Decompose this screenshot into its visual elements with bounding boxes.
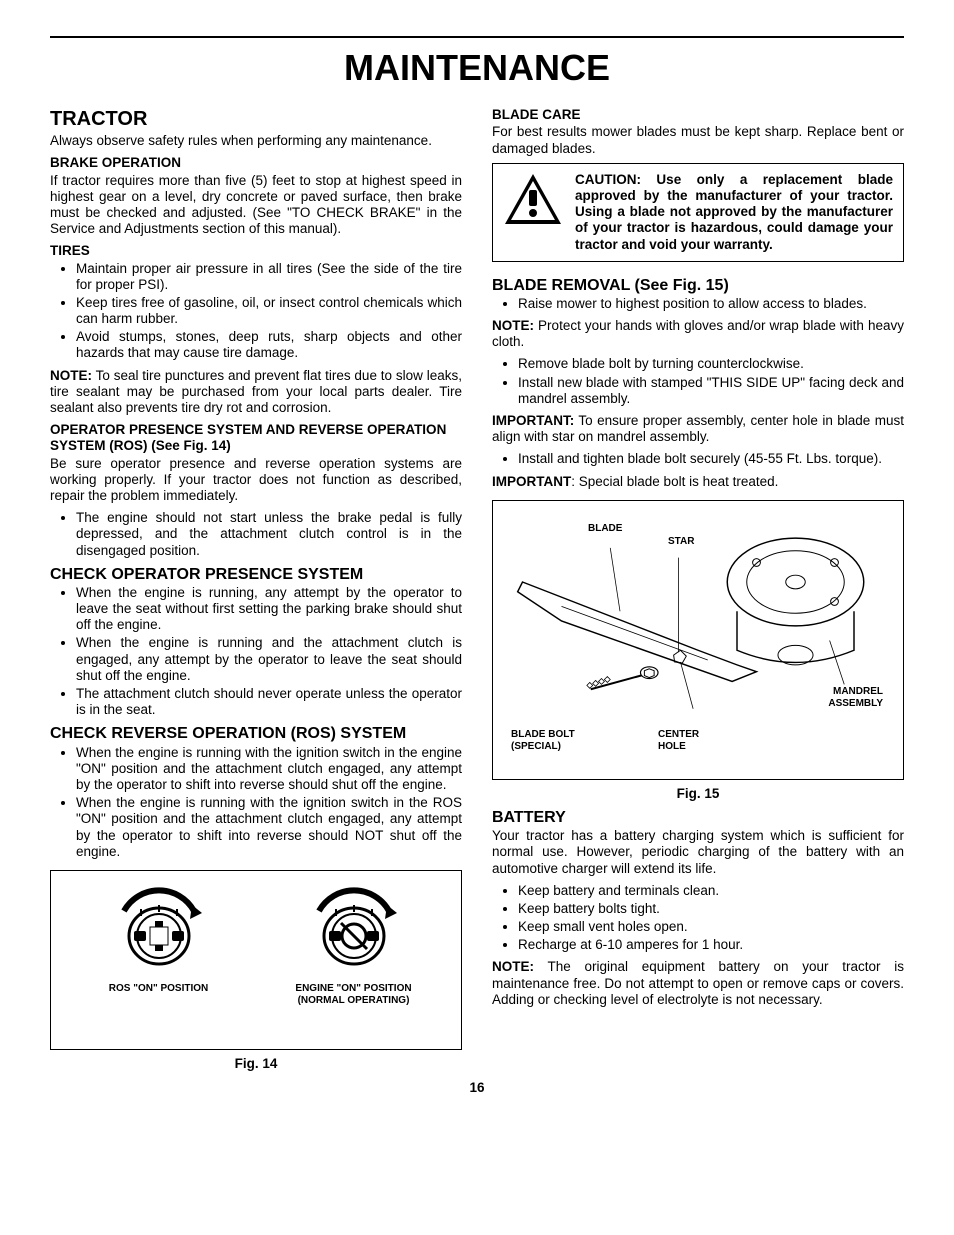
battery-heading: BATTERY: [492, 808, 904, 827]
brake-heading: BRAKE OPERATION: [50, 155, 462, 171]
blade-removal-list-2: Remove blade bolt by turning countercloc…: [492, 356, 904, 407]
list-item: Keep battery bolts tight.: [518, 901, 904, 917]
list-item: Raise mower to highest position to allow…: [518, 296, 904, 312]
tractor-heading: TRACTOR: [50, 107, 462, 131]
top-rule: [50, 36, 904, 38]
battery-list: Keep battery and terminals clean. Keep b…: [492, 883, 904, 954]
check-ros-list: When the engine is running with the igni…: [50, 745, 462, 860]
list-item: The engine should not start unless the b…: [76, 510, 462, 559]
list-item: Install and tighten blade bolt securely …: [518, 451, 904, 467]
check-ros-heading: CHECK REVERSE OPERATION (ROS) SYS­TEM: [50, 724, 462, 743]
note-body: Protect your hands with gloves and/or wr…: [492, 318, 904, 349]
fig14-right-unit: ENGINE "ON" POSITION (NORMAL OPERATING): [266, 881, 442, 1007]
fig14-right-label-1: ENGINE "ON" POSITION: [266, 983, 442, 995]
blade-removal-imp1: IMPORTANT: To ensure proper assembly, ce…: [492, 413, 904, 445]
ops-ros-list: The engine should not start unless the b…: [50, 510, 462, 559]
fig14-left-label: ROS "ON" POSITION: [71, 983, 247, 995]
tires-list: Maintain proper air pressure in all tire…: [50, 261, 462, 362]
blade-care-heading: BLADE CARE: [492, 107, 904, 123]
right-column: BLADE CARE For best results mower blades…: [492, 107, 904, 1072]
tires-note: NOTE: To seal tire punctures and prevent…: [50, 368, 462, 417]
list-item: When the engine is running with the igni…: [76, 745, 462, 794]
fig14-caption: Fig. 14: [50, 1056, 462, 1072]
blade-removal-list-3: Install and tighten blade bolt securely …: [492, 451, 904, 467]
blade-care-body: For best results mower blades must be ke…: [492, 124, 904, 156]
list-item: Keep tires free of gasoline, oil, or ins…: [76, 295, 462, 327]
caution-text: CAUTION: Use only a replacement blade ap…: [575, 172, 893, 253]
fig15-caption: Fig. 15: [492, 786, 904, 802]
list-item: The attachment clutch should never opera…: [76, 686, 462, 718]
list-item: Avoid stumps, stones, deep ruts, sharp o…: [76, 329, 462, 361]
list-item: Keep battery and terminals clean.: [518, 883, 904, 899]
note-body: To seal tire punctures and prevent flat …: [50, 368, 462, 415]
fig15-label-center2: HOLE: [658, 741, 686, 753]
check-op-heading: CHECK OPERATOR PRESENCE SYSTEM: [50, 565, 462, 584]
blade-removal-heading: BLADE REMOVAL (See Fig. 15): [492, 276, 904, 295]
caution-lead: CAUTION:: [575, 172, 641, 187]
list-item: Recharge at 6-10 amperes for 1 hour.: [518, 937, 904, 953]
note-lead: NOTE:: [50, 368, 92, 383]
fig14-right-label-2: (NORMAL OPERATING): [266, 995, 442, 1007]
note-lead: NOTE:: [492, 318, 534, 333]
page-title: MAINTENANCE: [50, 46, 904, 89]
list-item: Install new blade with stamped "THIS SID…: [518, 375, 904, 407]
battery-note: NOTE: The original equipment battery on …: [492, 959, 904, 1008]
blade-removal-imp2: IMPORTANT: Special blade bolt is heat tr…: [492, 474, 904, 490]
fig14-left-unit: ROS "ON" POSITION: [71, 881, 247, 995]
important-lead: IMPORTANT: [492, 474, 571, 489]
blade-removal-note1: NOTE: Protect your hands with gloves and…: [492, 318, 904, 350]
ops-ros-heading: OPERATOR PRESENCE SYSTEM AND REVERSE OP­…: [50, 422, 462, 454]
left-column: TRACTOR Always observe safety rules when…: [50, 107, 462, 1072]
note-lead: NOTE:: [492, 959, 534, 974]
list-item: When the engine is running with the igni…: [76, 795, 462, 860]
check-op-list: When the engine is running, any attempt …: [50, 585, 462, 719]
figure-15-box: BLADE STAR MANDREL ASSEMBLY BLADE BOLT (…: [492, 500, 904, 780]
ops-ros-body: Be sure operator presence and reverse op…: [50, 456, 462, 505]
list-item: Keep small vent holes open.: [518, 919, 904, 935]
list-item: Remove blade bolt by turning countercloc…: [518, 356, 904, 372]
important-body: : Special blade bolt is heat treated.: [571, 474, 778, 489]
warning-triangle-icon: [503, 172, 563, 230]
blade-assembly-icon: [503, 511, 893, 731]
list-item: When the engine is running, any attempt …: [76, 585, 462, 634]
list-item: When the engine is running and the attac…: [76, 635, 462, 684]
tractor-intro: Always observe safety rules when perform…: [50, 133, 462, 149]
fig15-label-bolt2: (SPECIAL): [511, 741, 561, 753]
battery-intro: Your tractor has a battery charging syst…: [492, 828, 904, 877]
brake-body: If tractor requires more than five (5) f…: [50, 173, 462, 238]
page-number: 16: [50, 1080, 904, 1096]
two-column-layout: TRACTOR Always observe safety rules when…: [50, 107, 904, 1072]
figure-14-box: ROS "ON" POSITION: [50, 870, 462, 1050]
note-body: The original equipment battery on your t…: [492, 959, 904, 1006]
blade-removal-list-1: Raise mower to highest position to allow…: [492, 296, 904, 312]
list-item: Maintain proper air pressure in all tire…: [76, 261, 462, 293]
important-lead: IMPORTANT:: [492, 413, 574, 428]
tires-heading: TIRES: [50, 243, 462, 259]
ignition-switch-ros-icon: [104, 881, 214, 971]
caution-box: CAUTION: Use only a replacement blade ap…: [492, 163, 904, 262]
ignition-switch-engine-icon: [299, 881, 409, 971]
